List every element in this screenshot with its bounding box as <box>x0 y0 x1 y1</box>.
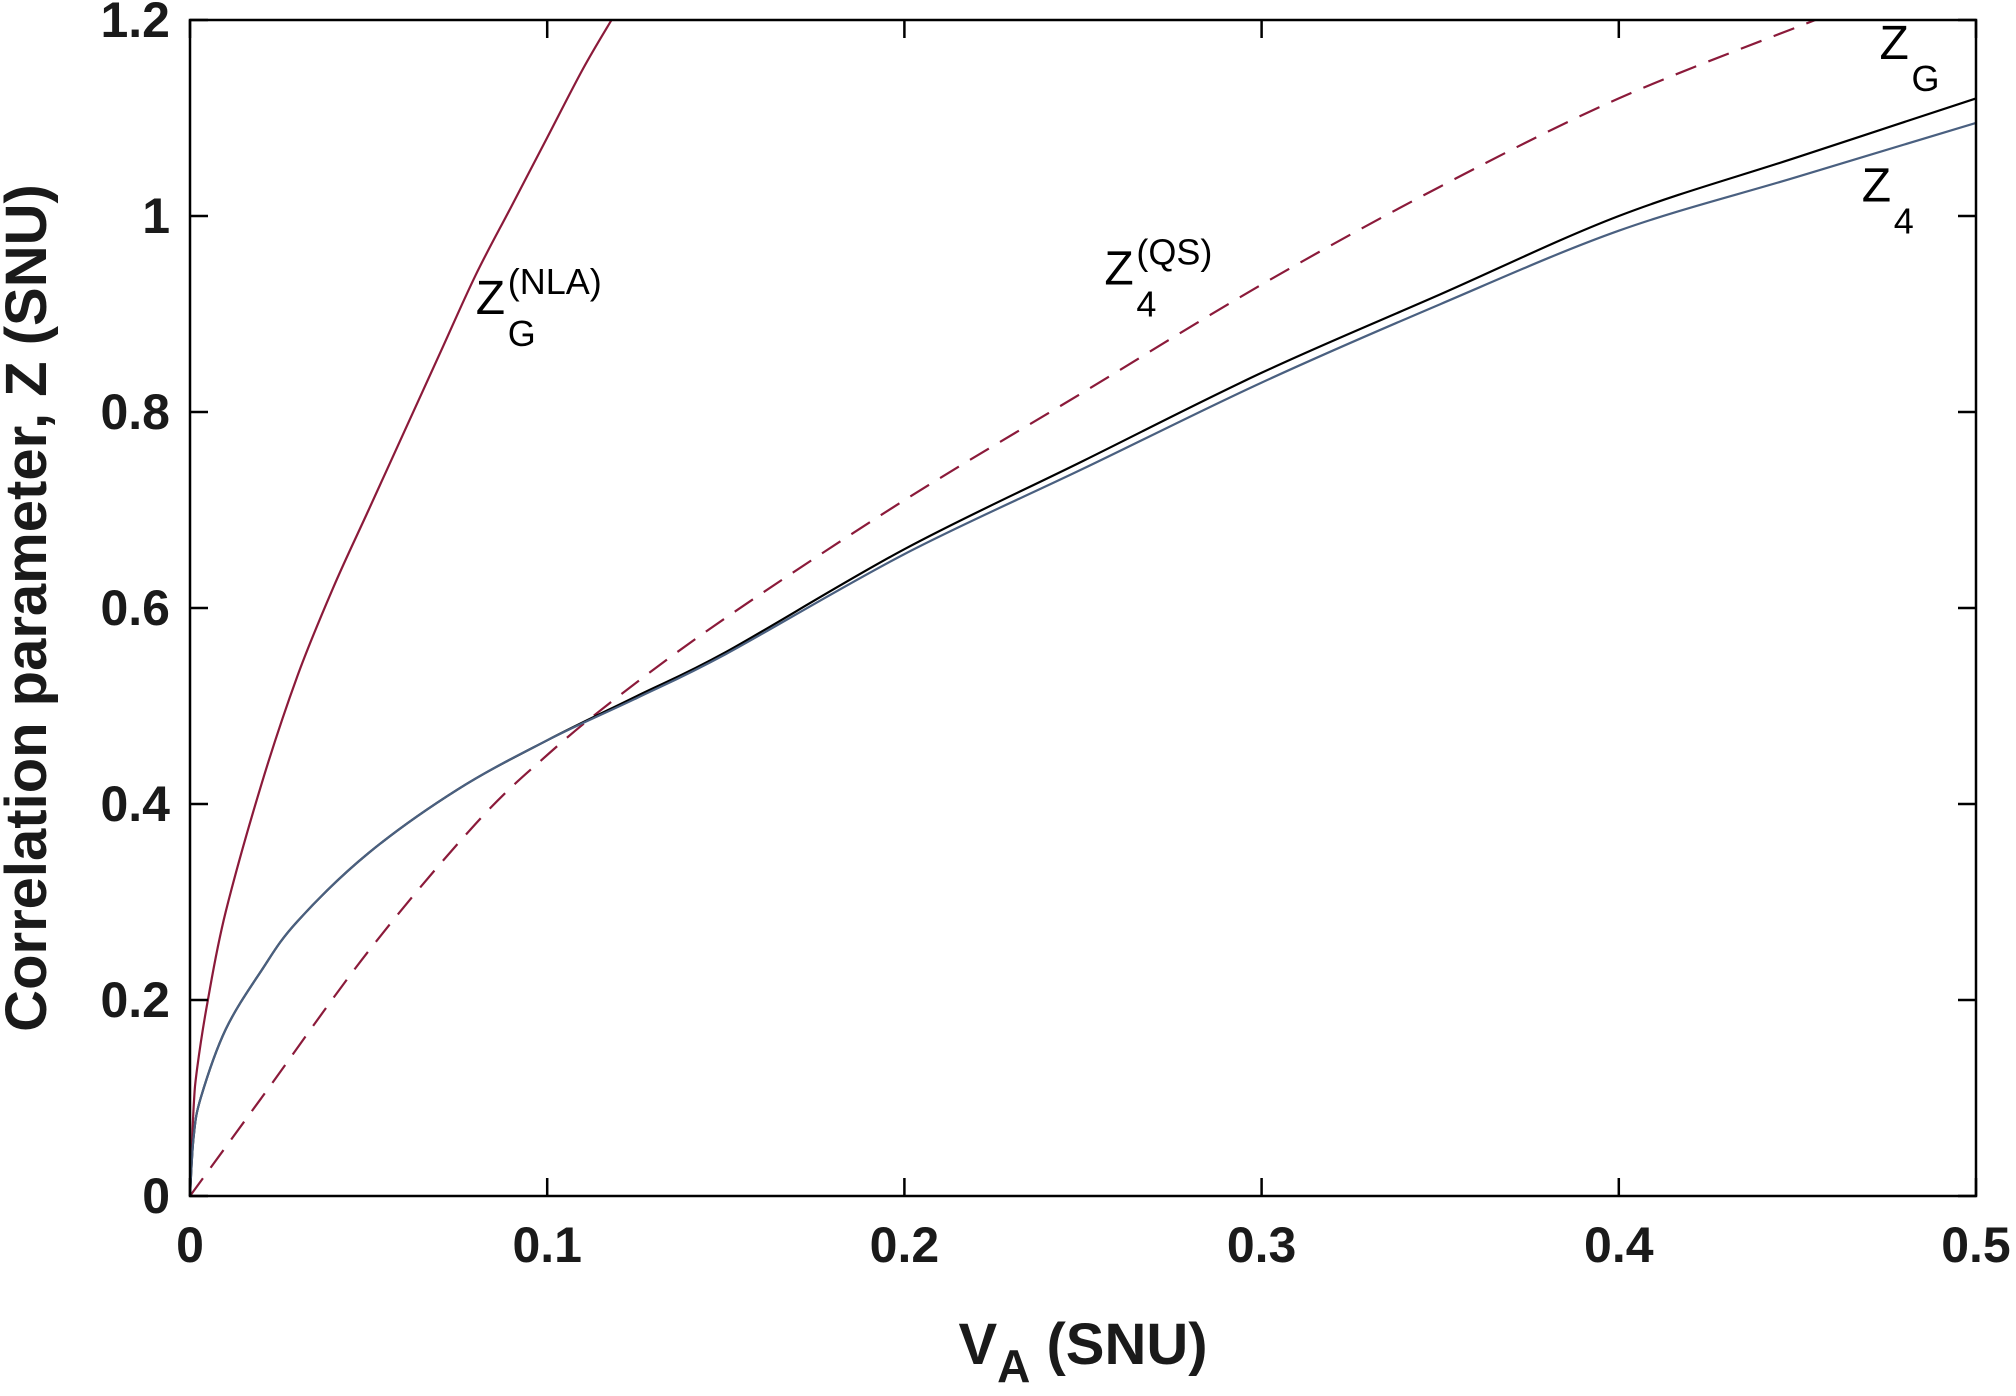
annotation-zg: ZG <box>1880 17 1940 99</box>
x-tick-label: 0.1 <box>512 1217 582 1273</box>
annotation-nla: ZG (NLA) <box>476 261 602 354</box>
series-line-1 <box>189 18 1816 1197</box>
x-tick-label: 0.5 <box>1941 1217 2011 1273</box>
series-line-3 <box>188 121 1977 1197</box>
series-line-0 <box>188 19 613 1197</box>
annotation-qs: Z4 (QS) <box>1104 232 1212 325</box>
y-tick-label: 0.6 <box>100 580 170 636</box>
annotation-main: Z <box>1862 159 1891 212</box>
annotation-main: Z <box>476 272 505 325</box>
plot-frame <box>188 18 1978 1198</box>
x-axis-title-rest: (SNU) <box>1030 1312 1207 1377</box>
axis-ticks: 0 0.1 0.2 0.3 0.4 0.5 0 0.2 0.4 0.6 0.8 1 1.2 <box>100 0 2010 1273</box>
annotation-subscript: 4 <box>1136 284 1156 325</box>
y-tick-label: 1.2 <box>100 0 170 48</box>
y-tick-label: 0.4 <box>100 776 170 832</box>
x-tick-label: 0.2 <box>870 1217 940 1273</box>
plot-curves <box>188 18 1977 1197</box>
x-axis-title-main: V <box>958 1312 997 1377</box>
annotation-z4: Z4 <box>1862 159 1914 241</box>
x-tick-label: 0.3 <box>1227 1217 1297 1273</box>
annotation-subscript: 4 <box>1894 200 1914 241</box>
x-axis-title: VA (SNU) <box>958 1312 1207 1392</box>
annotation-main: Z <box>1880 17 1909 70</box>
series-line-2 <box>188 97 1977 1197</box>
x-tick-label: 0.4 <box>1584 1217 1654 1273</box>
x-tick-label: 0 <box>176 1217 204 1273</box>
y-tick-label: 0.8 <box>100 384 170 440</box>
annotation-superscript: (NLA) <box>508 261 602 302</box>
y-tick-label: 0.2 <box>100 972 170 1028</box>
annotation-subscript: G <box>508 313 536 354</box>
x-axis-title-sub: A <box>997 1340 1030 1392</box>
y-tick-label: 0 <box>142 1168 170 1224</box>
annotation-superscript: (QS) <box>1136 232 1212 273</box>
annotation-subscript: G <box>1912 58 1940 99</box>
annotation-main: Z <box>1104 243 1133 296</box>
y-axis-title: Correlation parameter, Z (SNU) <box>0 184 59 1032</box>
y-tick-label: 1 <box>142 188 170 244</box>
